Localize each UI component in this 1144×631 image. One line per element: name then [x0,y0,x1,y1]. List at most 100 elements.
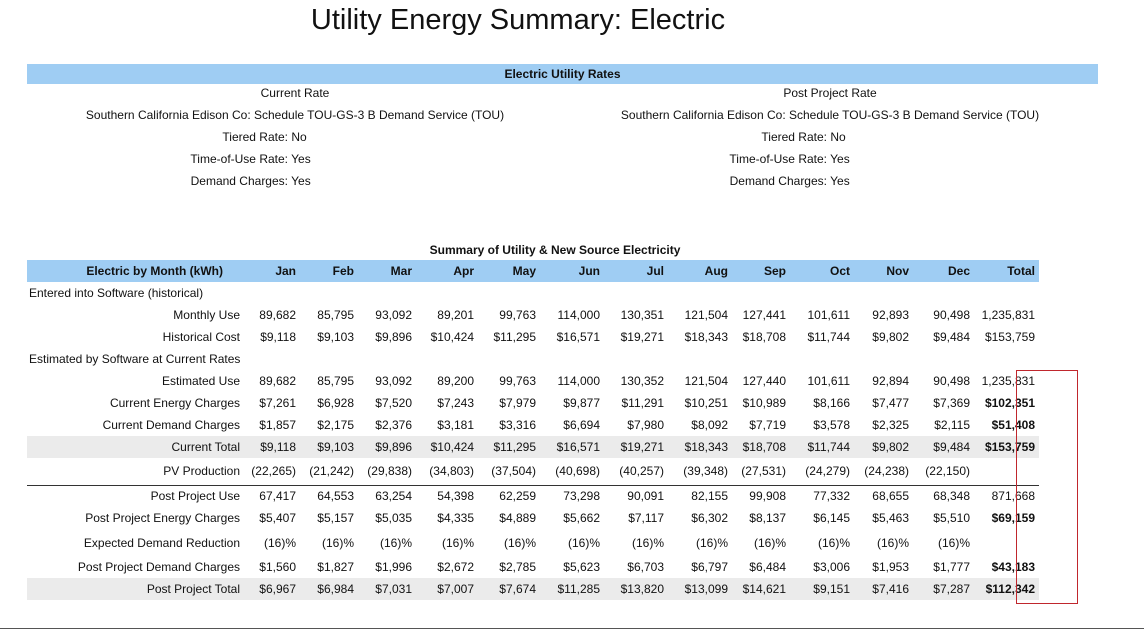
total-cell: 871,668 [974,484,1039,507]
value-cell: 93,092 [375,374,412,388]
total-cell [974,529,1039,556]
value-cell: 54,398 [416,484,478,507]
value-cell: (22,150) [925,464,970,479]
value-cell: 99,763 [499,308,536,322]
value-cell: 92,893 [872,308,909,322]
value-cell: $9,484 [913,436,974,458]
row-label: Post Project Energy Charges [85,511,240,525]
value-cell: $7,416 [854,578,913,600]
section-row: Entered into Software (historical) [27,282,1039,304]
column-header: Jul [604,260,668,282]
column-header: Sep [732,260,790,282]
column-header: Feb [300,260,358,282]
value-cell: $16,571 [556,330,600,344]
row-label: Current Demand Charges [102,418,240,432]
value-cell: 85,795 [317,374,354,388]
value-cell: (40,698) [555,464,600,479]
column-header: Aug [668,260,732,282]
value-cell: $6,484 [749,560,786,574]
value-cell: (16)% [263,535,296,550]
value-cell: $5,662 [563,511,600,525]
current-rate-heading: Current Rate [260,86,330,100]
value-cell: $19,271 [604,436,668,458]
current-tiered-label: Tiered Rate: [222,130,288,144]
current-tou-value: Yes [291,152,311,166]
value-cell: $13,820 [604,578,668,600]
value-cell: 90,091 [604,484,668,507]
value-cell: $1,857 [259,418,296,432]
value-cell: $1,996 [375,560,412,574]
value-cell: (39,348) [683,464,728,479]
value-cell: $1,560 [259,560,296,574]
value-cell: $7,979 [499,396,536,410]
column-header: Dec [913,260,974,282]
post-tiered-rate: Tiered Rate: No [560,130,845,144]
column-header: Mar [358,260,416,282]
value-cell: 130,351 [620,308,664,322]
value-cell: $4,889 [499,511,536,525]
value-cell: $5,463 [872,511,909,525]
value-cell: 121,504 [684,308,728,322]
row-label: Post Project Demand Charges [77,560,240,574]
value-cell: 114,000 [557,374,601,388]
value-cell: $10,424 [430,330,474,344]
current-demand-value: Yes [291,174,311,188]
row-label: Monthly Use [173,308,240,322]
column-header: Jun [540,260,604,282]
table-header-label: Electric by Month (kWh) [27,260,245,282]
value-cell: (24,279) [805,464,850,479]
value-cell: 68,348 [913,484,974,507]
current-tiered-value: No [291,130,307,144]
row-label: Estimated Use [161,374,240,388]
value-cell: $18,343 [684,330,728,344]
value-cell: $9,151 [790,578,854,600]
value-cell: (37,504) [491,464,536,479]
value-cell: (16)% [321,535,354,550]
table-row: PV Production (22,265) (21,242) (29,838) (34… [27,458,1039,485]
value-cell: (16)% [876,535,909,550]
value-cell: 85,795 [317,308,354,322]
row-label: Post Project Total [27,578,245,600]
value-cell: $3,316 [499,418,536,432]
post-tou-label: Time-of-Use Rate: [729,152,827,166]
value-cell: $8,092 [691,418,728,432]
value-cell: $5,407 [259,511,296,525]
value-cell: $5,623 [563,560,600,574]
total-cell: 1,235,831 [981,308,1035,322]
total-cell: $102,351 [984,396,1035,410]
column-header: May [478,260,540,282]
table-row: Monthly Use 89,682 85,795 93,092 89,201 99,76… [27,304,1039,326]
total-cell: $153,759 [984,330,1035,344]
bottom-divider [0,628,1144,629]
value-cell: $2,175 [317,418,354,432]
total-cell: $43,183 [991,560,1035,574]
column-header: Apr [416,260,478,282]
post-rate-heading: Post Project Rate [783,86,877,100]
value-cell: $6,984 [300,578,358,600]
value-cell: 114,000 [557,308,601,322]
row-label: Expected Demand Reduction [83,535,240,550]
value-cell: $7,980 [627,418,664,432]
page-title: Utility Energy Summary: Electric [310,4,726,36]
value-cell: $6,967 [245,578,300,600]
value-cell: $11,295 [493,330,537,344]
value-cell: $9,877 [563,396,600,410]
value-cell: $2,672 [437,560,474,574]
value-cell: $5,035 [375,511,412,525]
value-cell: 90,498 [933,308,970,322]
value-cell: $9,103 [317,330,354,344]
value-cell: 63,254 [358,484,416,507]
value-cell: $9,896 [358,436,416,458]
post-demand-label: Demand Charges: [729,174,827,188]
value-cell: $6,694 [563,418,600,432]
value-cell: $11,285 [540,578,604,600]
value-cell: $16,571 [540,436,604,458]
column-header: Nov [854,260,913,282]
total-cell: $69,159 [991,511,1035,525]
value-cell: $7,031 [358,578,416,600]
value-cell: 64,553 [300,484,358,507]
value-cell: $9,802 [872,330,909,344]
value-cell: 99,908 [732,484,790,507]
section-label: Estimated by Software at Current Rates [29,352,241,366]
value-cell: (16)% [937,535,970,550]
